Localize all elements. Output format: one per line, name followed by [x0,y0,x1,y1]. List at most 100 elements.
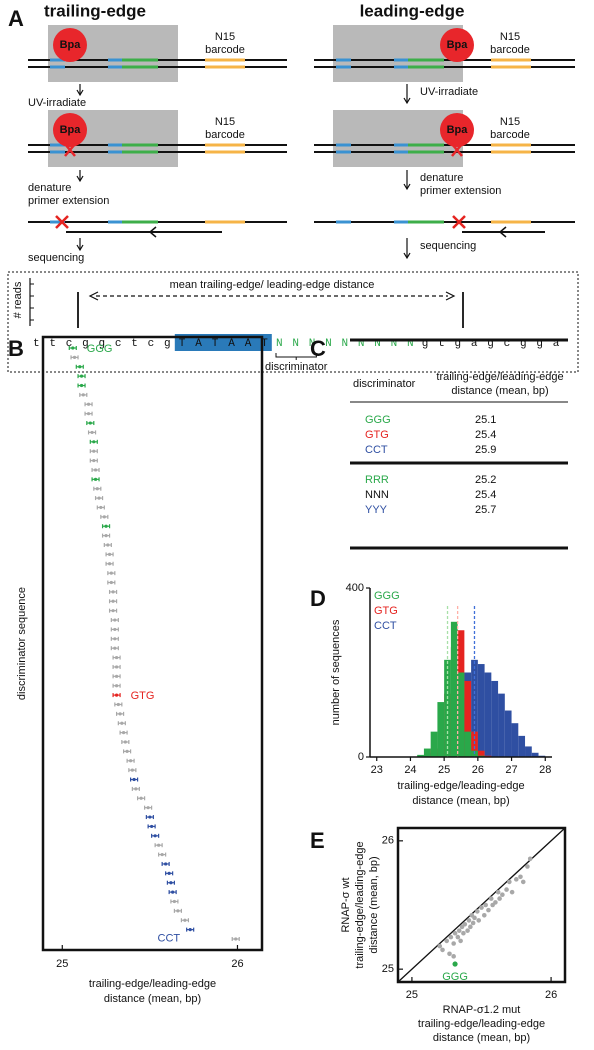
error-bar [168,890,177,895]
table-value: 25.9 [475,444,496,456]
error-bar [112,664,121,669]
error-bar [173,908,183,913]
mean-point [106,543,110,547]
scatter-point [525,864,530,869]
scatter-point [481,912,487,918]
step-label: primer extension [420,185,501,197]
discriminator-bracket [275,353,317,360]
mean-point [113,618,117,622]
scatter-point [497,896,502,901]
arrow-head [403,252,411,260]
step-label: primer extension [28,195,109,207]
barcode-label: N15 [500,116,520,128]
plot-frame [41,335,264,952]
histogram-bar [457,672,465,757]
complex-box [333,25,463,82]
scatter-point [466,918,472,923]
mean-point [92,458,96,463]
mean-point [79,383,84,388]
panel-label: A [8,6,24,31]
mean-point [111,599,115,603]
error-bar [79,392,88,397]
error-bar [77,383,86,388]
histogram-bar [471,731,478,757]
mean-point [139,796,143,800]
scatter-point [493,900,498,905]
arrow-head [403,183,411,191]
x-axis-label: RNAP-σ1.2 mut [443,1004,521,1016]
arrow-head [76,244,84,252]
histogram-bar [477,664,485,757]
mean-point [132,777,136,782]
mean-point [95,487,99,491]
mean-point [79,374,84,378]
panel-label: B [8,336,24,361]
column-title: leading-edge [360,1,465,20]
barcode-label: N15 [215,116,235,128]
y-axis-label: discriminator sequence [16,587,28,700]
reads-axis-label: # reads [12,281,24,318]
scatter-point [451,941,456,946]
histogram-bar [525,746,532,757]
error-bar [68,346,77,350]
mean-point [111,590,115,594]
mean-point [130,768,134,772]
error-bar [131,786,140,791]
error-bar [112,683,121,688]
mean-point [150,824,154,829]
error-bar [94,496,104,501]
mean-point [148,815,152,819]
mean-point [116,702,120,707]
scatter-point [468,924,473,930]
x-axis-label: trailing-edge/leading-edge [397,780,524,792]
scatter-point [465,928,470,933]
y-axis-label: distance (mean, bp) [368,856,380,953]
table-value: 25.7 [475,504,496,516]
scatter-point [507,879,512,885]
step-label: denature [420,172,463,184]
mean-point [172,899,176,904]
table-seq: RRR [365,474,389,486]
error-bar [87,430,97,435]
error-bar [77,374,86,379]
error-bar [93,486,102,491]
scatter-point [495,889,501,895]
mean-point [97,496,101,500]
scatter-point [504,887,509,892]
mean-point [125,749,129,753]
mean-point [160,852,164,857]
mean-point [78,365,82,369]
scatter-point [520,879,526,885]
mean-point [234,937,238,941]
histogram-bar [504,710,512,757]
error-bar [151,833,160,838]
error-bar [154,843,163,848]
mean-point [167,871,171,875]
mean-point [113,627,117,632]
table-value: 25.4 [475,429,496,441]
mean-point [102,515,106,519]
table-header: distance (mean, bp) [451,385,548,397]
mean-point [114,665,119,669]
mean-point [188,928,192,932]
bpa-label: Bpa [60,39,82,51]
x-tick-label: 25 [406,989,418,1001]
readout-box [7,271,579,373]
scatter-point [518,874,523,880]
y-tick-label: 26 [382,835,394,847]
group-label: GGG [87,343,113,355]
step-label: UV-irradiate [28,97,86,109]
error-bar [180,918,190,923]
scatter-point [476,918,482,923]
primer-arrow [498,226,507,238]
table-seq: GTG [365,429,389,441]
x-axis-label: trailing-edge/leading-edge [418,1018,545,1030]
scatter-point [447,951,452,957]
mean-point [183,918,187,922]
scatter-point [486,907,491,913]
x-tick-label: 26 [545,989,557,1001]
arrow-head [76,175,84,183]
